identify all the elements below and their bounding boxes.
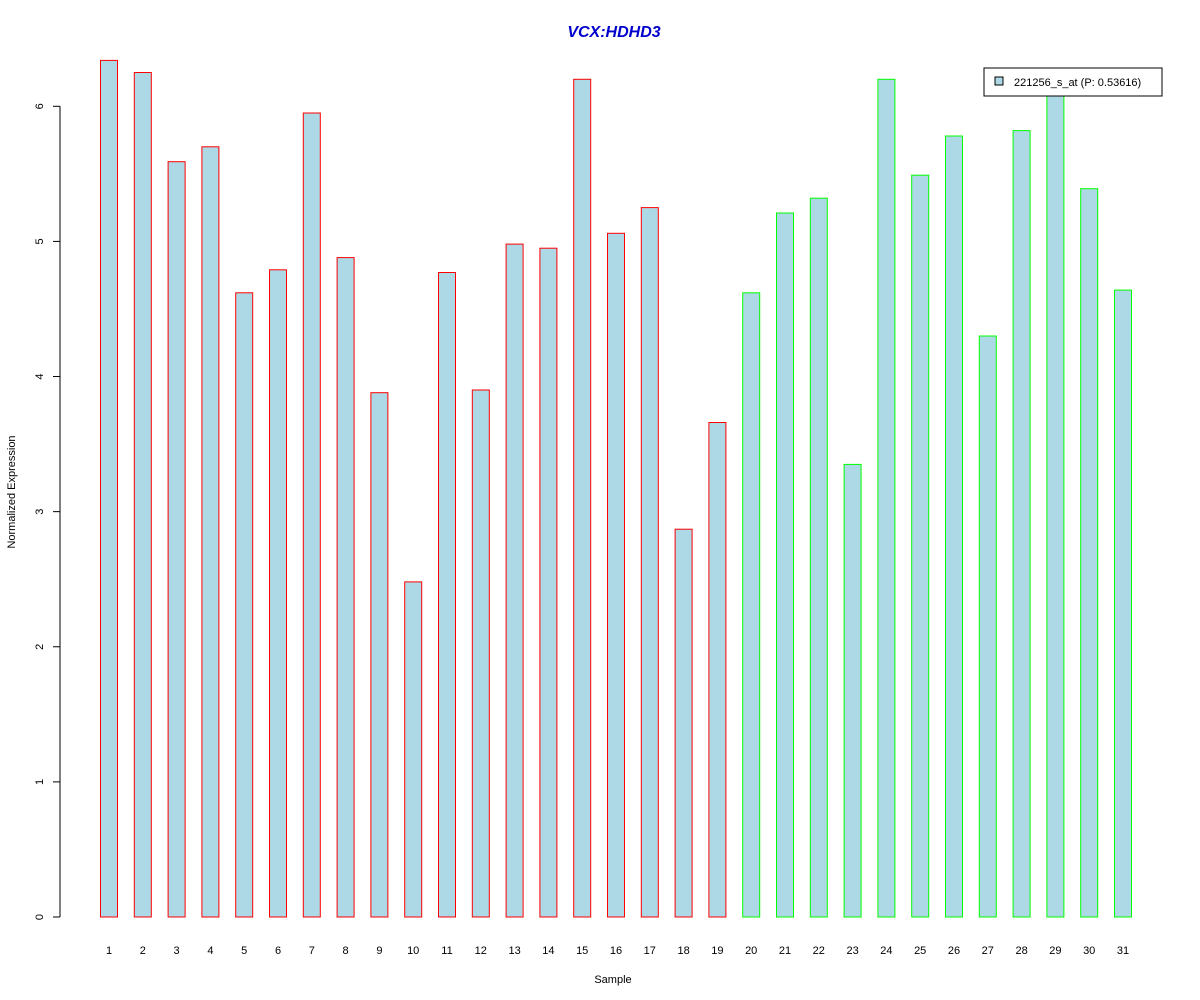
bar (607, 232, 625, 918)
bar (235, 292, 254, 918)
y-tick-label: 2 (34, 644, 46, 650)
bar (471, 389, 490, 918)
bar (167, 161, 186, 918)
x-tick-label: 1 (106, 945, 112, 957)
x-tick-label: 26 (948, 945, 960, 957)
bar (674, 528, 693, 918)
bar (539, 247, 558, 918)
x-tick-label: 5 (241, 945, 247, 957)
bar (1080, 188, 1099, 918)
x-tick-label: 2 (140, 945, 146, 957)
x-tick-label: 14 (542, 945, 554, 957)
bar (911, 174, 930, 918)
bar (708, 422, 727, 918)
bar (776, 212, 794, 918)
x-axis-label: Sample (594, 974, 631, 986)
bar (133, 72, 152, 918)
x-tick-label: 11 (441, 945, 452, 957)
bars (100, 59, 1132, 918)
bar (573, 78, 592, 918)
x-tick-label: 24 (880, 945, 892, 957)
legend: 221256_s_at (P: 0.53616) (983, 67, 1163, 97)
x-tick-label: 22 (813, 945, 825, 957)
bar (978, 335, 997, 918)
x-tick-label: 13 (508, 945, 520, 957)
x-tick-label: 4 (207, 945, 213, 957)
y-tick-label: 1 (34, 779, 46, 785)
x-tick-label: 17 (644, 945, 656, 957)
bar (336, 257, 355, 918)
bar (843, 463, 862, 918)
x-tick-label: 3 (174, 945, 180, 957)
bar (809, 197, 828, 918)
y-tick-label: 5 (34, 238, 46, 244)
y-axis-label: Normalized Expression (6, 435, 18, 548)
x-tick-label: 12 (475, 945, 487, 957)
y-tick-label: 3 (34, 509, 46, 515)
x-axis: 1 2 3 4 5 6 7 8 9 10 11 12 13 14 15 16 17 18 19 20 21 22 23 24 2… (106, 945, 1129, 957)
x-tick-label: 6 (275, 945, 281, 957)
x-tick-label: 25 (914, 945, 926, 957)
bar (370, 392, 389, 918)
bar (100, 59, 118, 918)
y-tick-label: 0 (34, 914, 46, 920)
bar (877, 78, 896, 918)
bar (640, 207, 659, 918)
bar (742, 292, 761, 918)
x-tick-label: 30 (1083, 945, 1095, 957)
bar (269, 269, 287, 918)
bar (1046, 92, 1065, 918)
x-tick-label: 23 (846, 945, 858, 957)
x-tick-label: 8 (343, 945, 349, 957)
x-tick-label: 18 (677, 945, 689, 957)
y-tick-label: 4 (34, 373, 46, 379)
x-tick-label: 21 (779, 945, 791, 957)
bar (201, 146, 220, 918)
x-tick-label: 31 (1117, 945, 1129, 957)
bar (1114, 289, 1132, 918)
y-axis: 0 1 2 3 4 5 6 (34, 103, 61, 920)
x-tick-label: 19 (711, 945, 723, 957)
x-tick-label: 10 (407, 945, 419, 957)
legend-label: 221256_s_at (P: 0.53616) (1014, 77, 1141, 89)
x-tick-label: 20 (745, 945, 757, 957)
x-tick-label: 29 (1049, 945, 1061, 957)
x-tick-label: 27 (982, 945, 994, 957)
x-tick-label: 15 (576, 945, 588, 957)
bar (1012, 130, 1031, 918)
y-tick-label: 6 (34, 103, 46, 109)
x-tick-label: 28 (1015, 945, 1027, 957)
x-tick-label: 9 (376, 945, 382, 957)
bar (302, 112, 321, 918)
bar (404, 581, 423, 918)
bar (505, 243, 524, 918)
bar (438, 272, 456, 918)
bar (945, 135, 963, 918)
legend-swatch (994, 76, 1004, 86)
x-tick-label: 7 (309, 945, 315, 957)
legend-box (983, 67, 1163, 97)
x-tick-label: 16 (610, 945, 622, 957)
chart-title: VCX:HDHD3 (567, 24, 660, 41)
